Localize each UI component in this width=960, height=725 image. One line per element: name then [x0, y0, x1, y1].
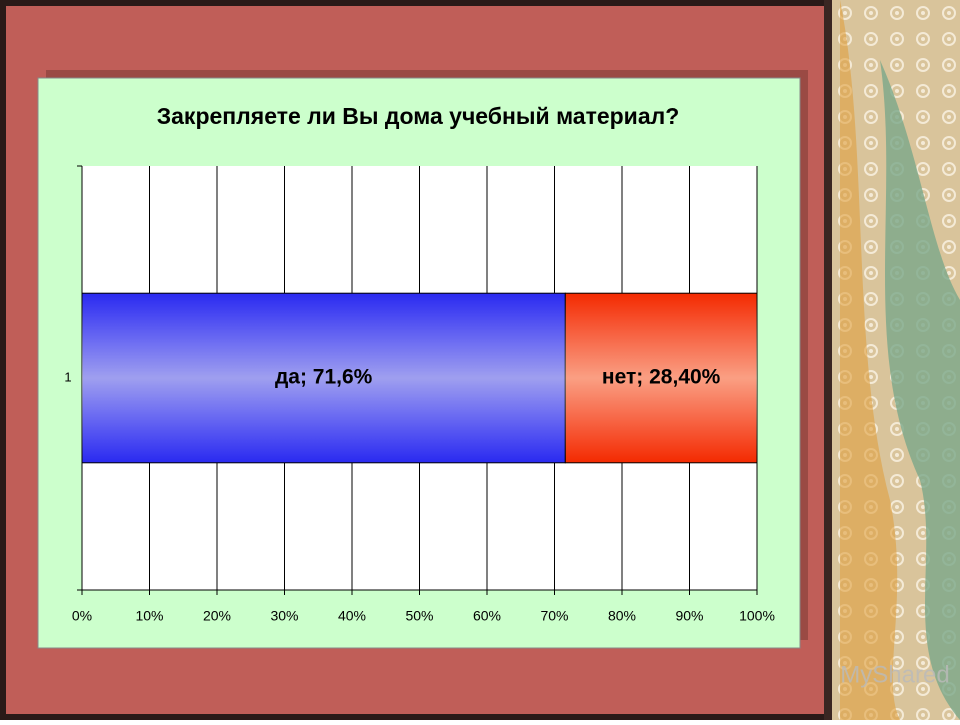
y-tick-label: 1 — [64, 369, 71, 384]
divider — [824, 0, 832, 720]
data-label: да; 71,6% — [275, 366, 373, 389]
x-tick-label: 100% — [739, 608, 775, 624]
x-tick-label: 60% — [473, 608, 501, 624]
data-label: нет; 28,40% — [602, 366, 721, 389]
watermark: MyShared — [840, 661, 949, 688]
bar-sheen — [82, 293, 566, 463]
x-tick-label: 10% — [135, 608, 163, 624]
x-tick-label: 30% — [270, 608, 298, 624]
x-tick-label: 40% — [338, 608, 366, 624]
bar-sheen — [565, 293, 757, 463]
x-tick-label: 50% — [405, 608, 433, 624]
x-tick-label: 90% — [675, 608, 703, 624]
decor-leaf — [840, 0, 900, 720]
x-tick-label: 20% — [203, 608, 231, 624]
x-tick-label: 70% — [540, 608, 568, 624]
x-tick-label: 80% — [608, 608, 636, 624]
decor-leaf — [880, 60, 960, 720]
x-tick-label: 0% — [72, 608, 92, 624]
chart-title: Закрепляете ли Вы дома учебный материал? — [157, 103, 680, 129]
